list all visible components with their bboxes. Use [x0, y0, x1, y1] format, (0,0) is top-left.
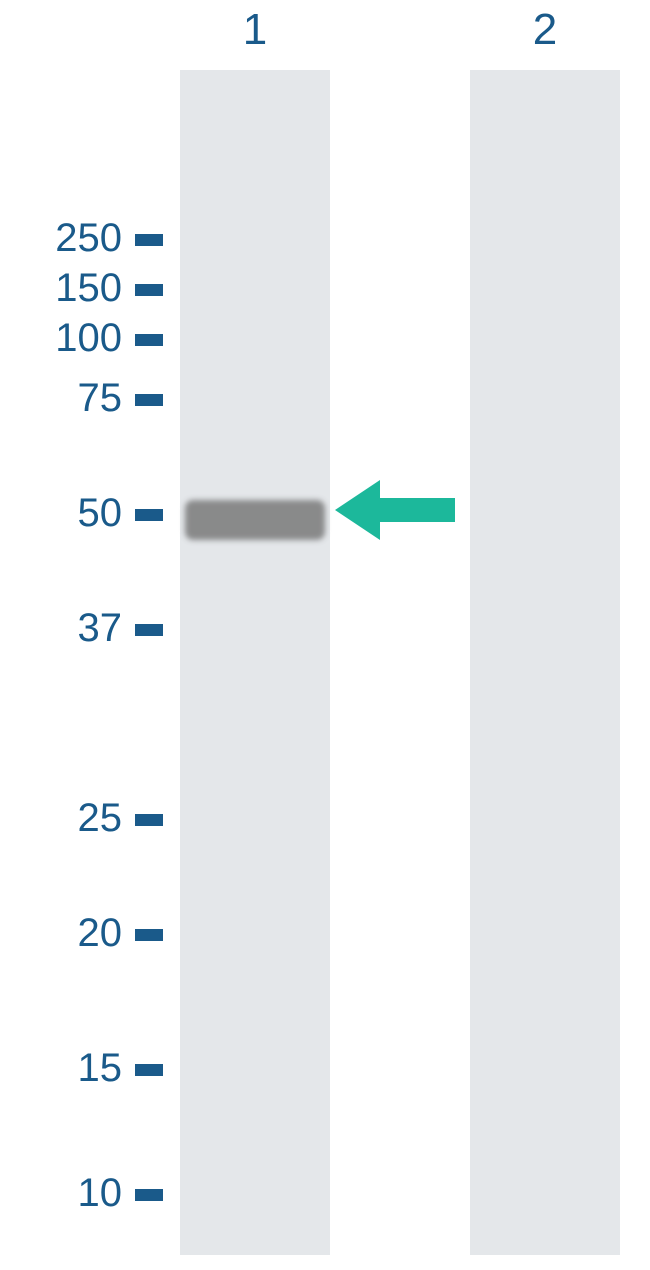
marker-dash-20	[135, 929, 163, 941]
marker-label-100: 100	[0, 316, 122, 361]
marker-dash-25	[135, 814, 163, 826]
lane-header-2: 2	[515, 5, 575, 55]
band-lane-1	[185, 500, 325, 540]
blot-canvas: 1 2 250 150 100 75 50 37 25 20 15 10	[0, 0, 650, 1270]
marker-label-15: 15	[0, 1046, 122, 1091]
marker-dash-37	[135, 624, 163, 636]
marker-label-50: 50	[0, 491, 122, 536]
lane-header-1: 1	[225, 5, 285, 55]
marker-dash-75	[135, 394, 163, 406]
marker-dash-15	[135, 1064, 163, 1076]
band-pointer-arrow	[335, 480, 455, 540]
marker-dash-150	[135, 284, 163, 296]
marker-label-25: 25	[0, 796, 122, 841]
marker-dash-100	[135, 334, 163, 346]
marker-label-20: 20	[0, 911, 122, 956]
marker-label-75: 75	[0, 376, 122, 421]
marker-label-10: 10	[0, 1171, 122, 1216]
marker-label-250: 250	[0, 216, 122, 261]
arrow-head-icon	[335, 480, 380, 540]
lane-1	[180, 70, 330, 1255]
marker-label-37: 37	[0, 606, 122, 651]
arrow-shaft	[380, 498, 455, 522]
marker-dash-50	[135, 509, 163, 521]
marker-dash-10	[135, 1189, 163, 1201]
marker-dash-250	[135, 234, 163, 246]
lane-2	[470, 70, 620, 1255]
marker-label-150: 150	[0, 266, 122, 311]
